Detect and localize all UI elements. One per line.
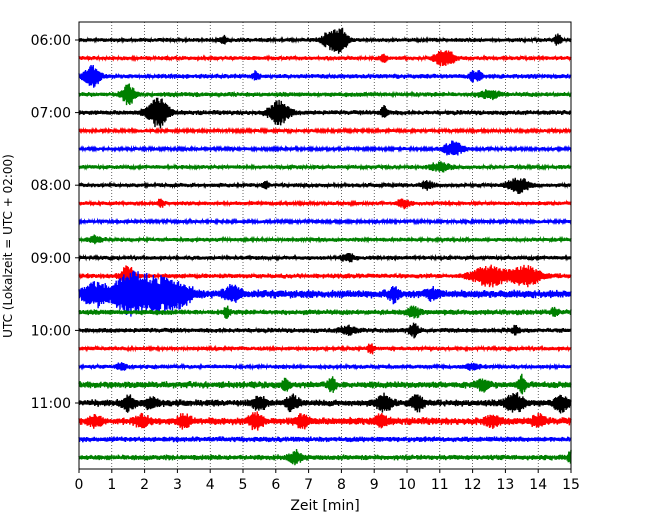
plot-frame [78, 21, 572, 470]
x-tick-label: 0 [75, 477, 84, 493]
trace-0900 [78, 252, 572, 263]
x-tick-label: 10 [398, 477, 416, 493]
trace-0845 [78, 234, 572, 245]
trace-1015 [78, 343, 572, 355]
trace-0615 [78, 50, 572, 67]
trace-0745 [78, 161, 572, 173]
trace-1000 [78, 322, 572, 339]
x-tick-label: 9 [370, 477, 379, 493]
y-tick-label: 11:00 [31, 396, 71, 412]
x-tick-label: 11 [431, 477, 449, 493]
trace-1130 [78, 436, 572, 443]
x-tick-label: 1 [107, 477, 116, 493]
x-tick-label: 12 [464, 477, 482, 493]
x-tick-label: 8 [337, 477, 346, 493]
x-tick-label: 14 [529, 477, 547, 493]
trace-1045 [78, 373, 572, 395]
y-tick-label: 10:00 [31, 323, 71, 339]
x-tick-label: 7 [304, 477, 313, 493]
trace-0945 [78, 305, 572, 319]
trace-0700 [78, 97, 572, 129]
trace-0800 [78, 177, 572, 195]
y-axis: 06:00 07:00 08:00 09:00 10:00 11:00 [31, 33, 79, 412]
trace-1145 [78, 448, 572, 466]
trace-0930 [78, 270, 572, 317]
trace-0715 [78, 126, 572, 135]
x-tick-label: 6 [271, 477, 280, 493]
x-axis-label: Zeit [min] [290, 498, 359, 514]
y-tick-label: 09:00 [31, 251, 71, 267]
trace-0730 [78, 140, 572, 156]
x-tick-label: 3 [173, 477, 182, 493]
trace-0600 [78, 27, 572, 54]
x-tick-label: 2 [140, 477, 149, 493]
trace-1030 [78, 362, 572, 371]
trace-0915 [78, 264, 572, 288]
y-axis-label: UTC (Lokalzeit = UTC + 02:00) [1, 154, 15, 338]
grid-lines [111, 22, 539, 469]
trace-0830 [78, 217, 572, 226]
y-tick-label: 08:00 [31, 178, 71, 194]
trace-1100 [78, 392, 572, 414]
y-tick-label: 07:00 [31, 106, 71, 122]
trace-group [78, 27, 572, 466]
trace-0630 [78, 64, 572, 88]
y-tick-label: 06:00 [31, 33, 71, 49]
x-tick-label: 13 [496, 477, 514, 493]
x-tick-label: 15 [562, 477, 580, 493]
x-tick-label: 5 [239, 477, 248, 493]
trace-1115 [78, 411, 572, 431]
trace-0815 [78, 198, 572, 210]
x-tick-label: 4 [206, 477, 215, 493]
x-axis: 0 1 2 3 4 5 6 7 8 9 10 11 12 13 14 15 [75, 469, 580, 493]
trace-0645 [78, 83, 572, 106]
